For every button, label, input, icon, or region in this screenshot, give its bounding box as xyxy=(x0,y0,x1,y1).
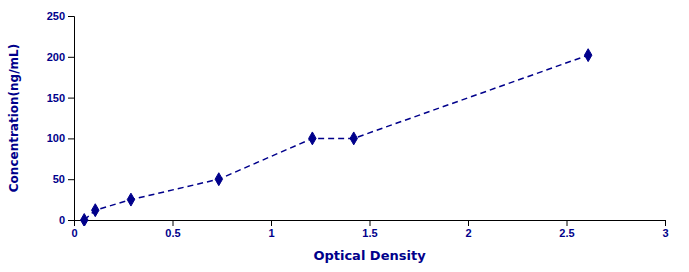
y-tick: 250 xyxy=(47,10,74,22)
y-axis-title: Concentration(ng/mL) xyxy=(7,44,21,192)
y-tick: 150 xyxy=(47,92,74,104)
plot: 0 0.5 1 1.5 2 2.5 3 0 50 100 150 200 250 xyxy=(47,10,669,239)
x-tick-mark xyxy=(468,220,469,226)
y-tick: 200 xyxy=(47,51,74,63)
y-tick-label: 50 xyxy=(53,173,65,185)
x-tick-label: 2 xyxy=(465,227,471,239)
x-tick: 0.5 xyxy=(165,220,180,239)
marks xyxy=(81,49,592,226)
x-tick: 1.5 xyxy=(362,220,377,239)
x-tick-label: 0.5 xyxy=(165,227,180,239)
point xyxy=(309,132,316,145)
point xyxy=(127,193,134,206)
point xyxy=(350,132,357,145)
x-tick-label: 1 xyxy=(268,227,274,239)
x-tick-label: 3 xyxy=(662,227,668,239)
x-tick-mark xyxy=(567,220,568,226)
point xyxy=(92,204,99,217)
x-tick: 0 xyxy=(71,220,77,239)
y-tick-label: 250 xyxy=(47,10,65,22)
x-tick: 1 xyxy=(268,220,274,239)
y-tick-label: 0 xyxy=(59,214,65,226)
y-tick-label: 100 xyxy=(47,132,65,144)
line xyxy=(84,55,588,220)
x-tick: 2 xyxy=(465,220,471,239)
x-tick-mark xyxy=(665,220,666,226)
y-axis-line xyxy=(68,17,75,221)
x-tick-mark xyxy=(173,220,174,226)
y-tick-label: 200 xyxy=(47,51,65,63)
y-tick: 0 xyxy=(59,214,74,226)
x-tick-label: 2.5 xyxy=(559,227,574,239)
x-tick-label: 1.5 xyxy=(362,227,377,239)
point xyxy=(215,173,222,186)
y-tick-mark xyxy=(68,57,74,58)
y-tick: 100 xyxy=(47,132,74,144)
x-tick: 2.5 xyxy=(559,220,574,239)
point xyxy=(584,49,591,62)
x-axis-title: Optical Density xyxy=(313,248,426,263)
x-axis-line xyxy=(75,221,666,227)
y-tick-label: 150 xyxy=(47,92,65,104)
x-tick-label: 0 xyxy=(71,227,77,239)
point xyxy=(81,214,88,226)
x-tick: 3 xyxy=(662,220,668,239)
y-tick-mark xyxy=(68,98,74,99)
chart: 0 0.5 1 1.5 2 2.5 3 0 50 100 150 200 250 Optical Dens… xyxy=(0,0,689,272)
y-tick-mark xyxy=(68,179,74,180)
y-tick-mark xyxy=(68,220,74,221)
y-axis: 0 50 100 150 200 250 xyxy=(47,10,75,226)
x-tick-mark xyxy=(370,220,371,226)
y-tick: 50 xyxy=(53,173,74,185)
y-tick-mark xyxy=(68,16,74,17)
y-tick-mark xyxy=(68,138,74,139)
x-axis: 0 0.5 1 1.5 2 2.5 3 xyxy=(71,220,668,239)
x-tick-mark xyxy=(271,220,272,226)
